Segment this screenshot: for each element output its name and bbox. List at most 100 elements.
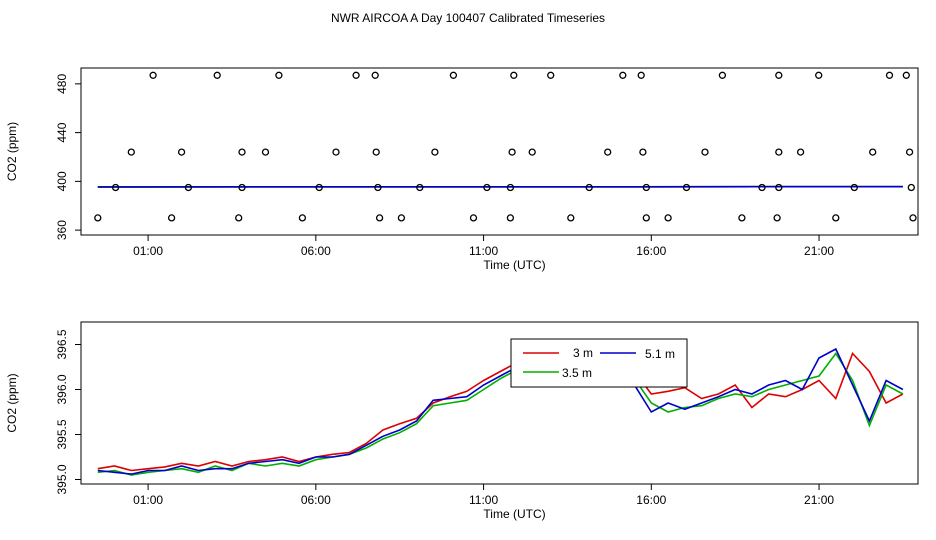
x-tick-label: 06:00 [301, 244, 331, 258]
flag-point [510, 71, 518, 79]
flag-point [902, 71, 910, 79]
x-tick-label: 11:00 [469, 244, 498, 258]
flag-point [449, 71, 458, 79]
top-y-axis-label: CO2 (ppm) [5, 122, 19, 181]
flag-point [332, 148, 340, 156]
flag-point [815, 71, 823, 79]
y-tick-label: 395.5 [55, 419, 69, 449]
legend: 3 m 3.5 m 5.1 m [510, 338, 688, 388]
flag-point [315, 183, 323, 192]
top-panel: 01:00 06:00 11:00 16:00 21:00 360 400 440 480 T… [5, 67, 919, 272]
flag-point [664, 214, 672, 222]
flag-point [604, 148, 612, 156]
flag-point [567, 214, 575, 222]
y-tick-label: 480 [55, 74, 69, 94]
flag-point [94, 214, 102, 222]
flag-point [235, 214, 243, 222]
bottom-y-axis: 395.0 395.5 396.0 396.5 [55, 329, 82, 495]
top-plot-frame [80, 67, 919, 236]
top-plot-marks [94, 71, 917, 222]
y-tick-label: 400 [55, 171, 69, 191]
flag-point [431, 148, 439, 156]
flag-point [372, 148, 380, 156]
legend-label-3m: 3 m [573, 346, 593, 360]
flag-point [508, 148, 516, 156]
flag-point [375, 214, 384, 222]
y-tick-label: 440 [55, 122, 69, 142]
flag-point [637, 71, 645, 79]
x-tick-label: 11:00 [469, 493, 498, 507]
y-tick-label: 395.0 [55, 464, 69, 494]
x-tick-label: 21:00 [804, 493, 834, 507]
flag-point [775, 148, 783, 156]
bottom-plot-marks [97, 347, 904, 476]
flag-point [506, 214, 515, 222]
flag-point [832, 214, 840, 222]
bottom-x-axis-label: Time (UTC) [483, 507, 545, 521]
flag-point [701, 148, 709, 156]
flag-point [907, 183, 915, 192]
y-tick-label: 396.5 [55, 329, 69, 359]
top-x-axis-label: Time (UTC) [483, 258, 545, 272]
flag-point [506, 183, 515, 192]
series-line-blue [97, 347, 904, 475]
flag-point [619, 71, 627, 79]
flag-point [775, 183, 783, 192]
flag-point [275, 71, 283, 79]
flag-point [238, 183, 246, 192]
x-tick-label: 01:00 [133, 244, 163, 258]
flag-point [775, 71, 783, 79]
bottom-y-axis-label: CO2 (ppm) [5, 373, 19, 432]
top-x-axis: 01:00 06:00 11:00 16:00 21:00 [133, 234, 834, 258]
flag-point [758, 183, 766, 192]
series-line-red [97, 352, 904, 472]
legend-label-5-1m: 5.1 m [645, 347, 675, 361]
flag-point [547, 71, 555, 79]
y-tick-label: 360 [55, 220, 69, 240]
flag-point [167, 214, 176, 222]
chart-title: NWR AIRCOA A Day 100407 Calibrated Times… [331, 11, 605, 25]
flag-point [738, 214, 746, 222]
flag-point [127, 148, 135, 156]
flag-point [184, 183, 193, 192]
flag-point [869, 148, 877, 156]
legend-label-3-5m: 3.5 m [562, 366, 592, 380]
flag-point [682, 183, 691, 192]
flag-point [374, 183, 382, 192]
flag-point [528, 148, 536, 156]
flag-point [909, 214, 917, 222]
flag-point [261, 148, 270, 156]
x-tick-label: 06:00 [301, 493, 331, 507]
flag-point [483, 183, 491, 192]
flag-point [905, 148, 914, 156]
flag-point [111, 183, 120, 192]
flag-point [213, 71, 221, 79]
flag-point [371, 71, 379, 79]
flag-point [352, 71, 360, 79]
flag-point [585, 183, 593, 192]
flag-point [642, 183, 650, 192]
bottom-plot-frame [80, 321, 919, 485]
flag-point [642, 214, 650, 222]
flag-point [850, 183, 858, 192]
flag-point [238, 148, 246, 156]
flag-point [885, 71, 894, 79]
flag-point [469, 214, 478, 222]
flag-point [773, 214, 781, 222]
series-line-green [97, 352, 904, 476]
bottom-x-axis: 01:00 06:00 11:00 16:00 21:00 [133, 483, 834, 507]
x-tick-label: 21:00 [804, 244, 834, 258]
flag-point [718, 71, 727, 79]
legend-box [510, 338, 688, 388]
x-tick-label: 16:00 [636, 493, 666, 507]
bottom-panel: 01:00 06:00 11:00 16:00 21:00 395.0 395.5 396.… [5, 321, 919, 521]
x-tick-label: 16:00 [636, 244, 666, 258]
flag-point [177, 148, 186, 156]
flag-point [796, 148, 805, 156]
y-tick-label: 396.0 [55, 374, 69, 404]
flag-point [639, 148, 647, 156]
x-tick-label: 01:00 [133, 493, 163, 507]
flag-point [416, 183, 424, 192]
flag-point [149, 71, 157, 79]
